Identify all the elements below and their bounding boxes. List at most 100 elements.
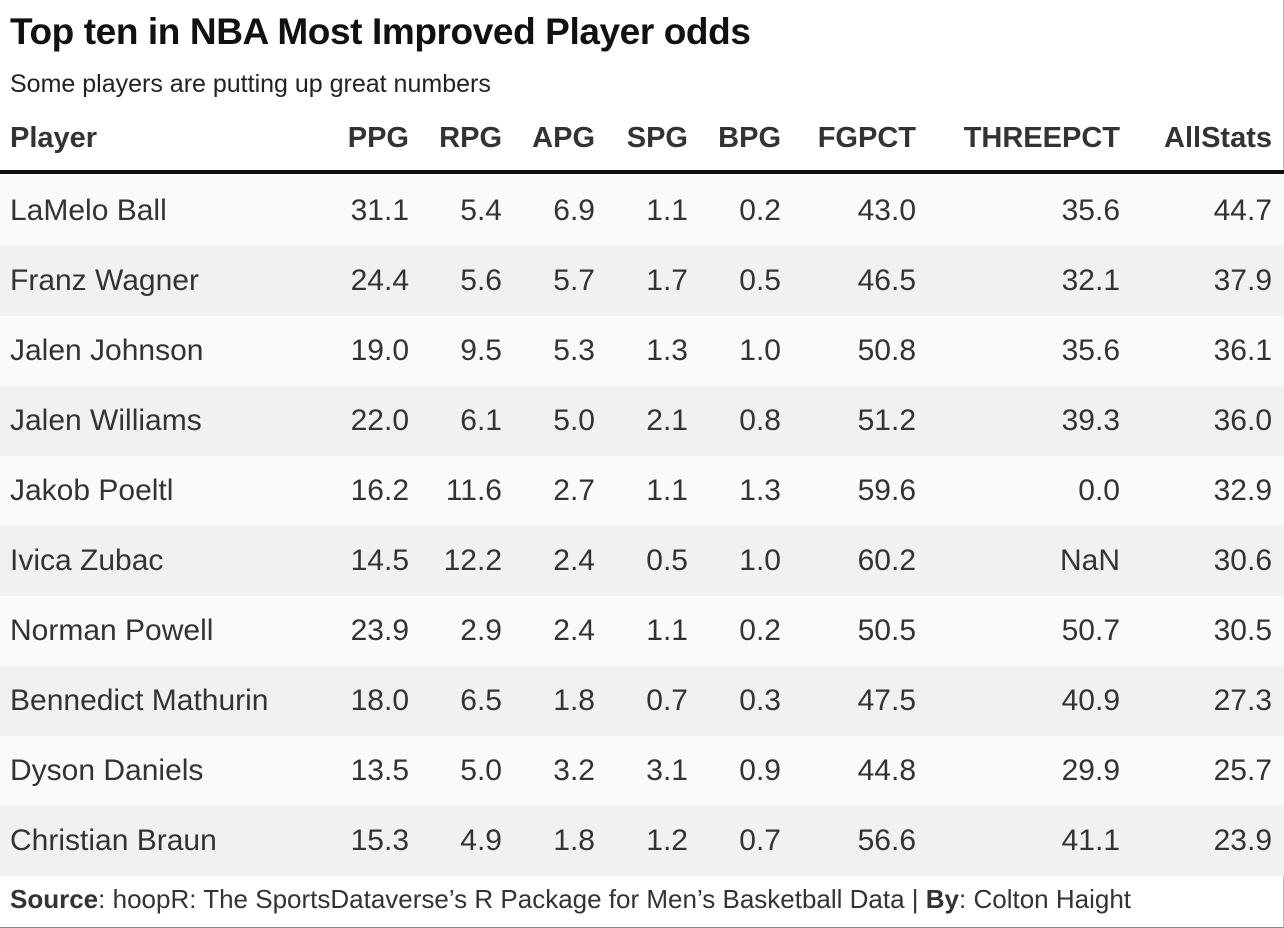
cell-apg: 6.9 xyxy=(514,176,607,246)
column-header-allstats: AllStats xyxy=(1132,106,1284,174)
cell-spg: 1.3 xyxy=(607,316,700,386)
column-header-threepct: THREEPCT xyxy=(928,106,1132,174)
column-header-bpg: BPG xyxy=(700,106,793,174)
table-row: Franz Wagner 24.4 5.6 5.7 1.7 0.5 46.5 32.1 37.9 xyxy=(0,246,1284,316)
cell-apg: 1.8 xyxy=(514,806,607,876)
cell-bpg: 0.7 xyxy=(700,806,793,876)
cell-threepct: 41.1 xyxy=(928,806,1132,876)
cell-threepct: NaN xyxy=(928,526,1132,596)
cell-rpg: 11.6 xyxy=(421,456,514,526)
cell-player: Norman Powell xyxy=(0,596,328,666)
cell-ppg: 14.5 xyxy=(328,526,421,596)
source-label: Source xyxy=(10,884,99,914)
cell-spg: 1.1 xyxy=(607,596,700,666)
cell-player: Bennedict Mathurin xyxy=(0,666,328,736)
cell-allstats: 30.6 xyxy=(1132,526,1284,596)
cell-rpg: 2.9 xyxy=(421,596,514,666)
table-row: Norman Powell 23.9 2.9 2.4 1.1 0.2 50.5 50.7 30.… xyxy=(0,596,1284,666)
cell-player: Franz Wagner xyxy=(0,246,328,316)
by-text: : Colton Haight xyxy=(959,884,1132,914)
cell-player: Jalen Williams xyxy=(0,386,328,456)
column-header-rpg: RPG xyxy=(421,106,514,174)
cell-spg: 2.1 xyxy=(607,386,700,456)
cell-fgpct: 46.5 xyxy=(793,246,928,316)
cell-spg: 1.1 xyxy=(607,176,700,246)
cell-allstats: 27.3 xyxy=(1132,666,1284,736)
cell-fgpct: 50.8 xyxy=(793,316,928,386)
cell-allstats: 36.0 xyxy=(1132,386,1284,456)
cell-bpg: 0.9 xyxy=(700,736,793,806)
cell-fgpct: 50.5 xyxy=(793,596,928,666)
column-header-ppg: PPG xyxy=(328,106,421,174)
cell-spg: 3.1 xyxy=(607,736,700,806)
cell-bpg: 0.3 xyxy=(700,666,793,736)
table-row: Bennedict Mathurin 18.0 6.5 1.8 0.7 0.3 47.5 40… xyxy=(0,666,1284,736)
table-row: Jakob Poeltl 16.2 11.6 2.7 1.1 1.3 59.6 0.0 32.9 xyxy=(0,456,1284,526)
cell-threepct: 32.1 xyxy=(928,246,1132,316)
cell-spg: 1.7 xyxy=(607,246,700,316)
cell-bpg: 0.8 xyxy=(700,386,793,456)
page-subtitle: Some players are putting up great number… xyxy=(10,70,491,98)
table-row: Jalen Williams 22.0 6.1 5.0 2.1 0.8 51.2 39.3 36… xyxy=(0,386,1284,456)
cell-apg: 5.3 xyxy=(514,316,607,386)
cell-rpg: 4.9 xyxy=(421,806,514,876)
cell-fgpct: 47.5 xyxy=(793,666,928,736)
cell-player: LaMelo Ball xyxy=(0,176,328,246)
cell-apg: 2.7 xyxy=(514,456,607,526)
cell-ppg: 23.9 xyxy=(328,596,421,666)
cell-threepct: 0.0 xyxy=(928,456,1132,526)
cell-apg: 2.4 xyxy=(514,526,607,596)
cell-player: Christian Braun xyxy=(0,806,328,876)
cell-threepct: 40.9 xyxy=(928,666,1132,736)
cell-fgpct: 43.0 xyxy=(793,176,928,246)
cell-bpg: 0.2 xyxy=(700,176,793,246)
cell-apg: 3.2 xyxy=(514,736,607,806)
cell-ppg: 24.4 xyxy=(328,246,421,316)
column-header-fgpct: FGPCT xyxy=(793,106,928,174)
table-row: Jalen Johnson 19.0 9.5 5.3 1.3 1.0 50.8 35.6 36.… xyxy=(0,316,1284,386)
cell-player: Dyson Daniels xyxy=(0,736,328,806)
cell-fgpct: 60.2 xyxy=(793,526,928,596)
cell-spg: 1.2 xyxy=(607,806,700,876)
cell-ppg: 31.1 xyxy=(328,176,421,246)
cell-threepct: 39.3 xyxy=(928,386,1132,456)
table-row: LaMelo Ball 31.1 5.4 6.9 1.1 0.2 43.0 35.6 44.7 xyxy=(0,176,1284,246)
cell-bpg: 0.2 xyxy=(700,596,793,666)
cell-spg: 0.7 xyxy=(607,666,700,736)
cell-allstats: 36.1 xyxy=(1132,316,1284,386)
table-row: Ivica Zubac 14.5 12.2 2.4 0.5 1.0 60.2 NaN 30.6 xyxy=(0,526,1284,596)
source-text: : hoopR: The SportsDataverse’s R Package… xyxy=(98,884,926,914)
by-label: By xyxy=(925,884,960,914)
column-header-apg: APG xyxy=(514,106,607,174)
cell-player: Jalen Johnson xyxy=(0,316,328,386)
column-header-spg: SPG xyxy=(607,106,700,174)
cell-fgpct: 51.2 xyxy=(793,386,928,456)
table-header-row: Player PPG RPG APG SPG BPG FGPCT THREEPC… xyxy=(0,106,1284,174)
cell-allstats: 44.7 xyxy=(1132,176,1284,246)
source-footer: Source: hoopR: The SportsDataverse’s R P… xyxy=(10,884,1131,915)
table-row: Christian Braun 15.3 4.9 1.8 1.2 0.7 56.6 41.1 2… xyxy=(0,806,1284,876)
cell-threepct: 35.6 xyxy=(928,176,1132,246)
cell-player: Jakob Poeltl xyxy=(0,456,328,526)
cell-fgpct: 56.6 xyxy=(793,806,928,876)
cell-fgpct: 59.6 xyxy=(793,456,928,526)
table-body: LaMelo Ball 31.1 5.4 6.9 1.1 0.2 43.0 35.6 44.7 F… xyxy=(0,172,1284,876)
cell-fgpct: 44.8 xyxy=(793,736,928,806)
cell-apg: 5.0 xyxy=(514,386,607,456)
cell-allstats: 30.5 xyxy=(1132,596,1284,666)
cell-rpg: 6.5 xyxy=(421,666,514,736)
cell-threepct: 35.6 xyxy=(928,316,1132,386)
cell-bpg: 1.0 xyxy=(700,526,793,596)
cell-apg: 1.8 xyxy=(514,666,607,736)
header-gap xyxy=(0,172,1284,176)
cell-allstats: 23.9 xyxy=(1132,806,1284,876)
cell-rpg: 12.2 xyxy=(421,526,514,596)
cell-apg: 5.7 xyxy=(514,246,607,316)
cell-ppg: 15.3 xyxy=(328,806,421,876)
cell-rpg: 5.4 xyxy=(421,176,514,246)
cell-ppg: 22.0 xyxy=(328,386,421,456)
cell-rpg: 5.0 xyxy=(421,736,514,806)
cell-player: Ivica Zubac xyxy=(0,526,328,596)
stats-table: Player PPG RPG APG SPG BPG FGPCT THREEPC… xyxy=(0,106,1284,876)
cell-spg: 0.5 xyxy=(607,526,700,596)
